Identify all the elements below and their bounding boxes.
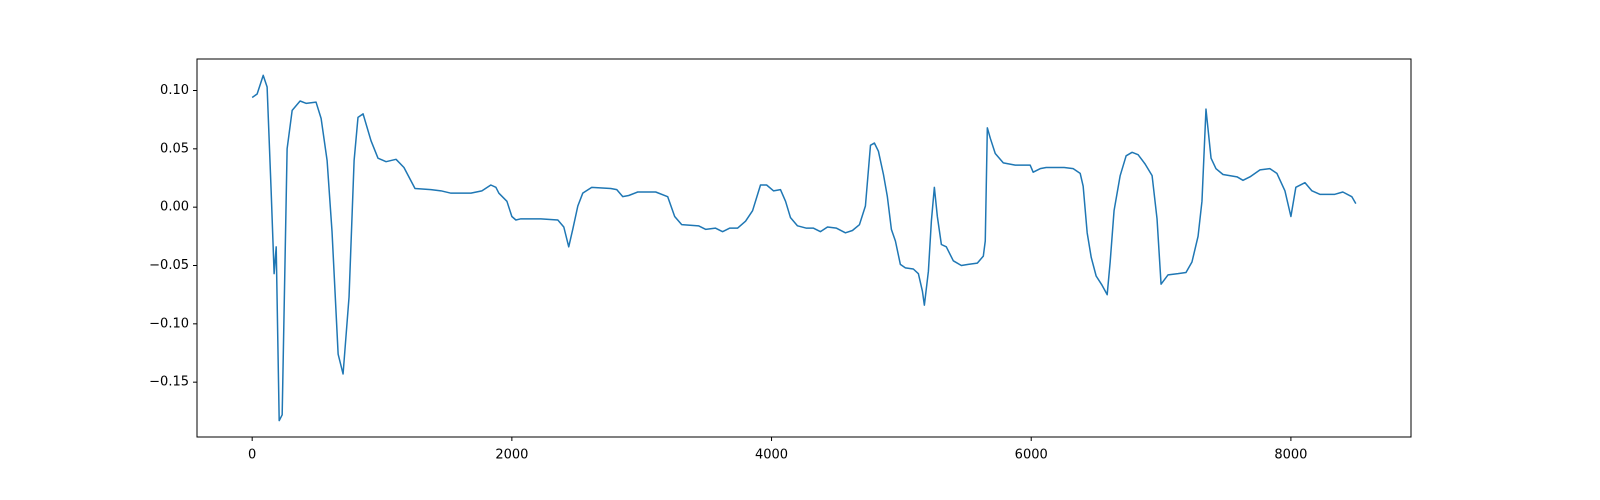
y-tick-label: −0.10	[149, 316, 189, 331]
y-tick-label: 0.10	[160, 83, 189, 98]
x-tick-label: 4000	[755, 448, 788, 463]
y-tick-label: −0.05	[149, 258, 189, 273]
x-tick-label: 8000	[1274, 448, 1307, 463]
plot-frame	[196, 58, 1412, 438]
y-tick-label: 0.05	[160, 141, 189, 156]
y-tick-label: −0.15	[149, 375, 189, 390]
y-tick-label: 0.00	[160, 200, 189, 215]
x-tick-label: 0	[248, 448, 256, 463]
data-line	[251, 74, 1357, 422]
x-tick-label: 6000	[1015, 448, 1048, 463]
x-tick-label: 2000	[495, 448, 528, 463]
